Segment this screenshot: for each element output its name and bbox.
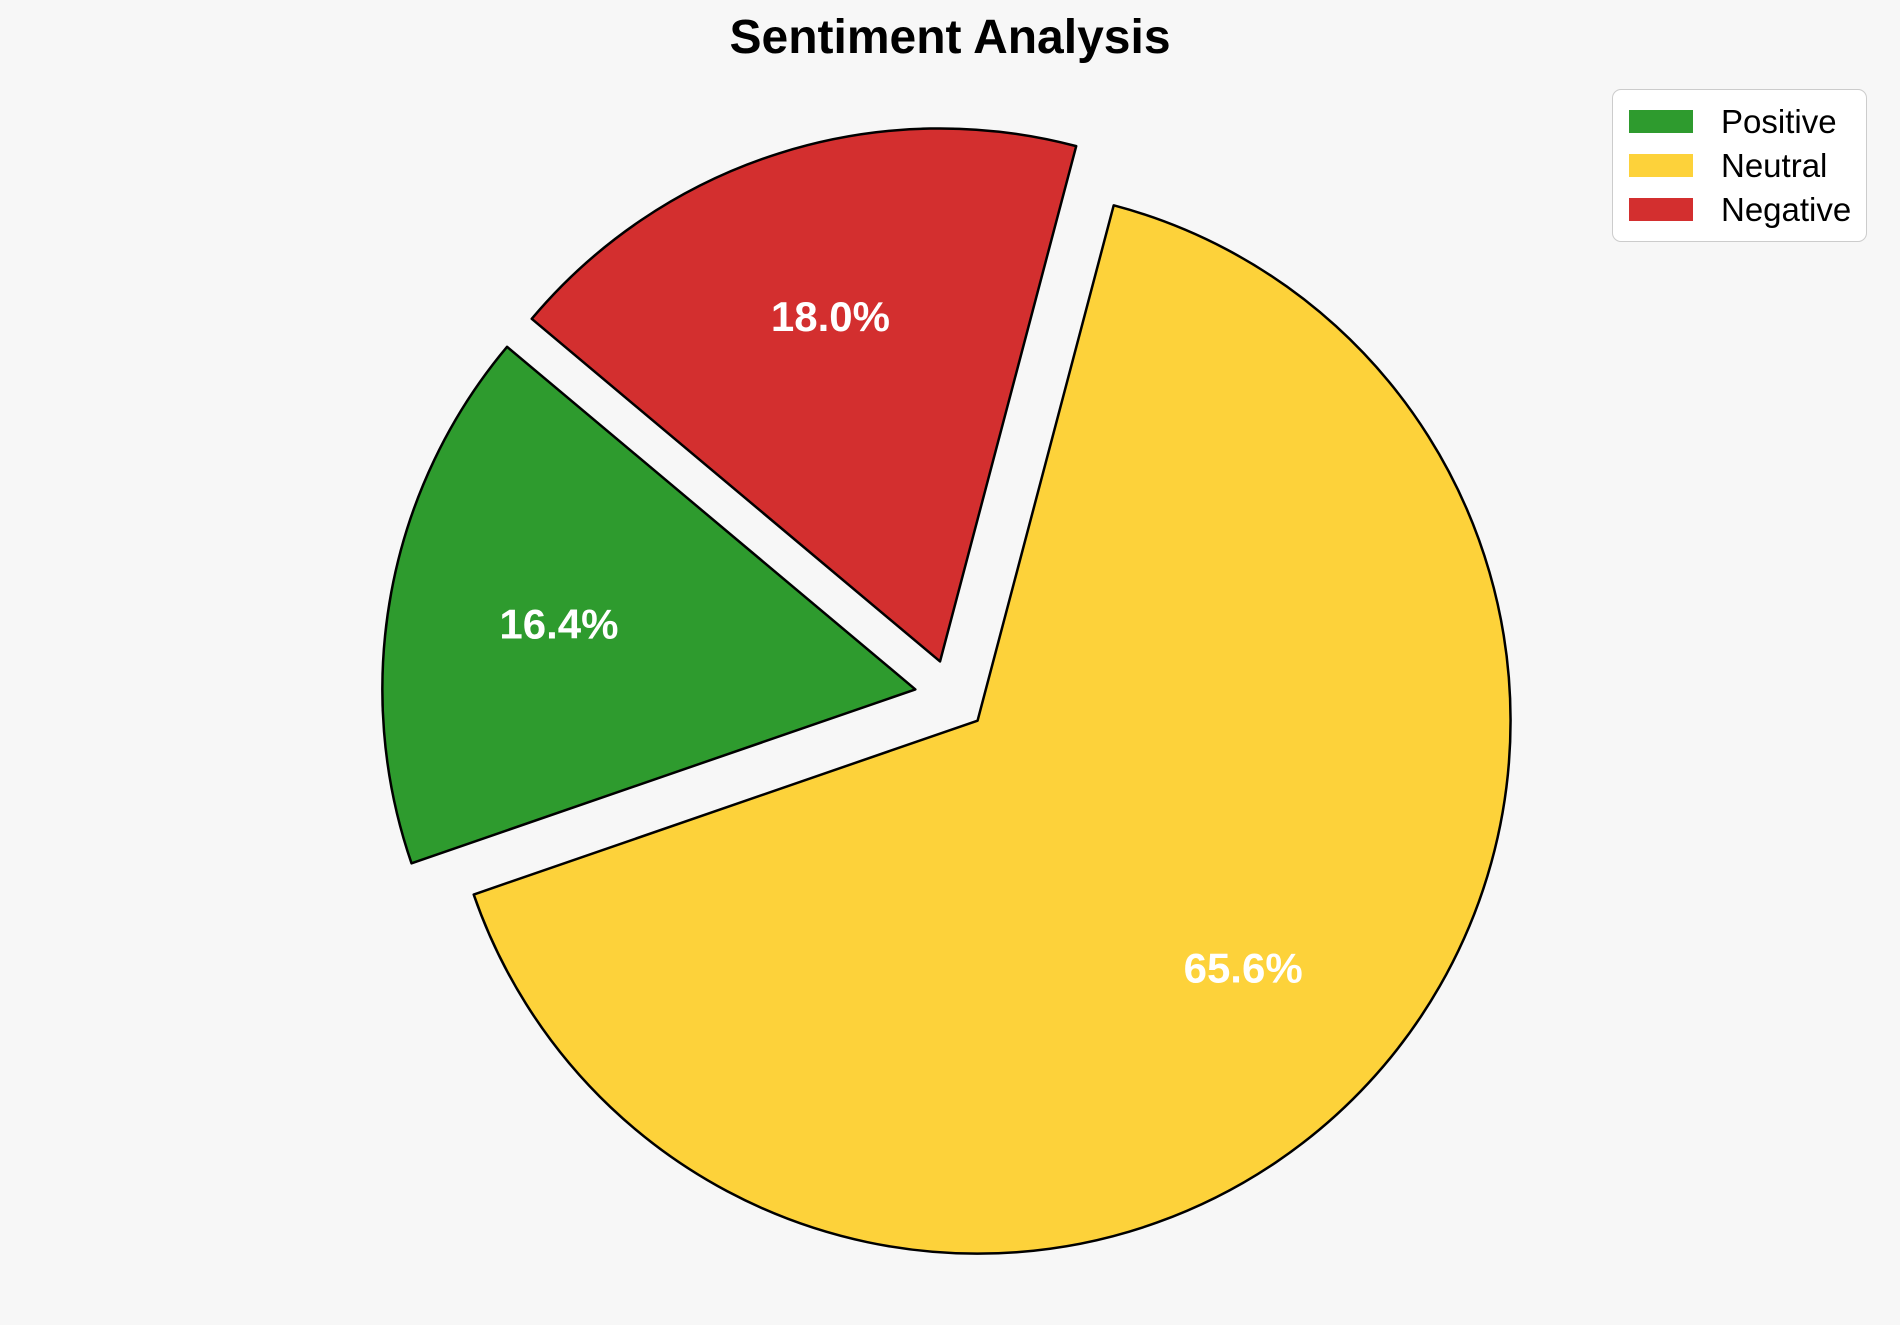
legend-swatch-positive [1629,110,1693,133]
pie-slice-percentage-negative: 18.0% [771,293,890,340]
legend-item-positive: Positive [1629,101,1852,142]
legend-swatch-neutral [1629,154,1693,177]
legend-item-negative: Negative [1629,189,1852,230]
legend-label-negative: Negative [1721,191,1852,228]
legend-swatch-negative [1629,198,1693,221]
pie-slice-percentage-neutral: 65.6% [1184,944,1303,991]
pie-slice-neutral [472,204,1512,1255]
legend: Positive Neutral Negative [1612,89,1867,242]
legend-item-neutral: Neutral [1629,145,1852,186]
legend-label-positive: Positive [1721,103,1837,140]
legend-label-neutral: Neutral [1721,147,1828,184]
pie-slice-negative [530,127,1078,663]
pie-slice-positive [381,345,917,865]
pie-slice-percentage-positive: 16.4% [499,600,618,647]
chart-title: Sentiment Analysis [729,11,1171,64]
